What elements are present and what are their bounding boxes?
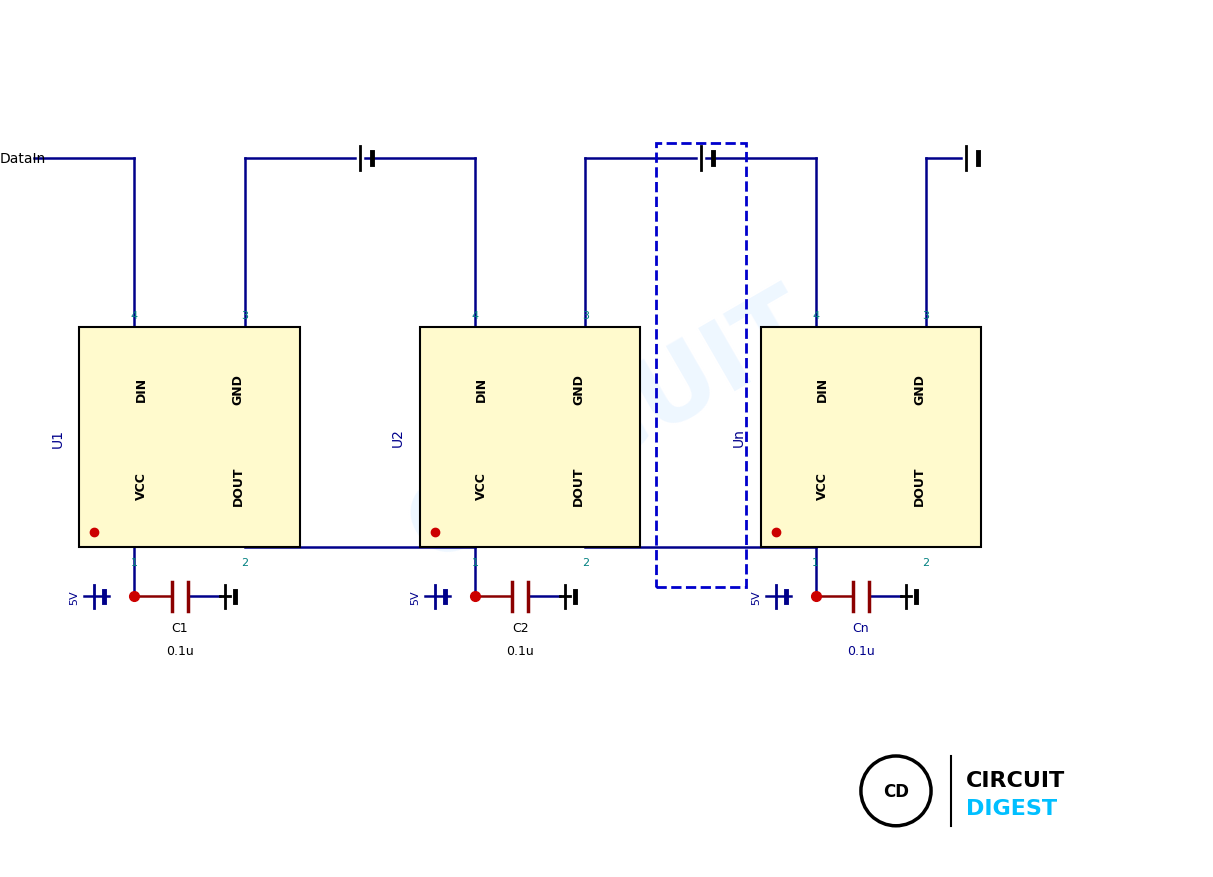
Text: 4: 4 [472, 311, 479, 321]
Text: 1: 1 [813, 557, 819, 567]
Text: CIRCUIT: CIRCUIT [393, 274, 828, 581]
Text: 0.1u: 0.1u [506, 645, 534, 658]
Text: DataIn: DataIn [0, 152, 45, 166]
Text: 1: 1 [131, 557, 138, 567]
Text: 2: 2 [241, 557, 249, 567]
Text: 4: 4 [131, 311, 138, 321]
Text: U1: U1 [50, 428, 64, 447]
Text: DIGEST: DIGEST [966, 798, 1058, 818]
Text: GND: GND [573, 374, 585, 404]
Text: VCC: VCC [816, 472, 828, 500]
Text: VCC: VCC [135, 472, 148, 500]
Text: 2: 2 [582, 557, 590, 567]
Text: DIN: DIN [816, 377, 828, 402]
Text: DOUT: DOUT [232, 466, 245, 505]
Text: Un: Un [731, 428, 746, 447]
Bar [420, 328, 640, 547]
Text: DIN: DIN [475, 377, 489, 402]
Bar [79, 328, 300, 547]
Text: 1: 1 [472, 557, 479, 567]
Text: 2: 2 [922, 557, 929, 567]
Text: 3: 3 [241, 311, 249, 321]
Text: DOUT: DOUT [913, 466, 926, 505]
Text: DIN: DIN [135, 377, 148, 402]
Text: Cn: Cn [853, 622, 870, 635]
Text: C2: C2 [512, 622, 529, 635]
Text: 0.1u: 0.1u [847, 645, 875, 658]
Text: 0.1u: 0.1u [166, 645, 193, 658]
Text: CD: CD [883, 782, 909, 800]
Text: 5V: 5V [410, 589, 420, 604]
Text: 5V: 5V [69, 589, 79, 604]
Text: 3: 3 [923, 311, 929, 321]
Bar [655, 144, 746, 587]
Text: 4: 4 [813, 311, 820, 321]
Text: U2: U2 [391, 428, 405, 447]
Text: C1: C1 [171, 622, 188, 635]
Text: VCC: VCC [475, 472, 489, 500]
Bar [761, 328, 981, 547]
Text: DOUT: DOUT [573, 466, 585, 505]
Text: GND: GND [913, 374, 926, 404]
Text: 5V: 5V [751, 589, 761, 604]
Text: GND: GND [232, 374, 245, 404]
Text: 3: 3 [582, 311, 588, 321]
Text: CIRCUIT: CIRCUIT [966, 771, 1065, 790]
